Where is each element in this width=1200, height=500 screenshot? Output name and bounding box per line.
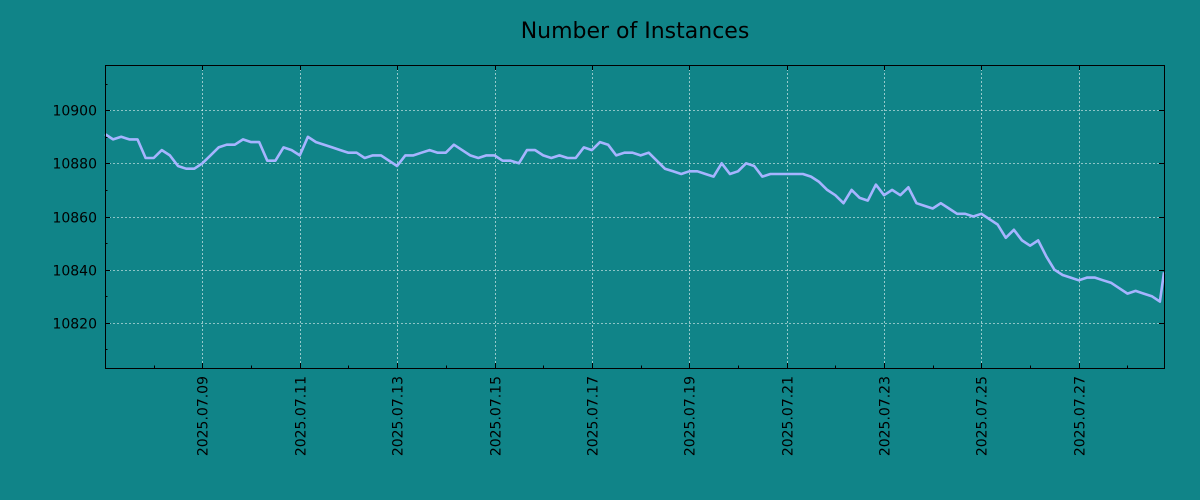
- x-axis: 2025.07.09 2025.07.11 2025.07.13 2025.07.15…: [196, 376, 1089, 456]
- x-tick-label: 2025.07.21: [781, 376, 797, 456]
- y-tick-label: 10900: [52, 104, 97, 120]
- x-tick-label: 2025.07.15: [489, 376, 505, 456]
- x-tick-label: 2025.07.23: [878, 376, 894, 456]
- x-tick-label: 2025.07.09: [196, 376, 212, 456]
- x-tick-label: 2025.07.25: [975, 376, 991, 456]
- y-tick-label: 10820: [52, 317, 97, 333]
- grid-lines: [105, 65, 1164, 368]
- chart-title: Number of Instances: [521, 19, 750, 44]
- series-line-instances: [104, 133, 1166, 303]
- y-axis: 10820 10840 10860 10880 10900: [52, 104, 97, 333]
- x-tick-label: 2025.07.13: [391, 376, 407, 456]
- y-tick-label: 10840: [52, 264, 97, 280]
- x-tick-label: 2025.07.27: [1073, 376, 1089, 456]
- plot-frame: [105, 65, 1165, 369]
- x-tick-label: 2025.07.11: [294, 376, 310, 456]
- x-tick-label: 2025.07.19: [683, 376, 699, 456]
- y-tick-label: 10860: [52, 211, 97, 227]
- x-tick-label: 2025.07.17: [586, 376, 602, 456]
- y-tick-label: 10880: [52, 157, 97, 173]
- axis-ticks: [105, 65, 1164, 368]
